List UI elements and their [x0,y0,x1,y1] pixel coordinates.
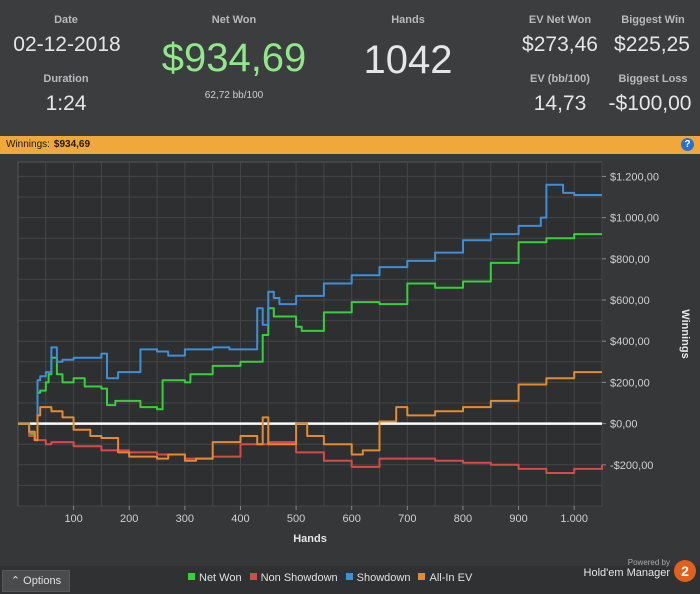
options-label: Options [23,575,62,587]
legend-label: Non Showdown [260,572,338,584]
x-tick-label: 200 [120,513,138,525]
brand-name: Hold'em Manager [583,567,670,579]
duration-value: 1:24 [45,92,87,115]
ev-bb-value: 14,73 [533,92,587,115]
date-value: 02-12-2018 [13,33,121,56]
y-tick-label: $400,00 [610,336,650,348]
x-tick-label: 300 [176,513,194,525]
series-line-showdown [18,183,602,442]
legend-label: Showdown [356,572,411,584]
netwon-value: $934,69 [161,36,307,80]
legend-swatch [345,573,353,580]
legend-item-non-showdown[interactable]: Non Showdown [249,572,338,584]
legend-label: Net Won [199,572,242,584]
y-tick-label: -$200,00 [610,460,653,472]
options-button[interactable]: ⌃ Options [2,570,70,592]
x-tick-label: 400 [231,513,249,525]
legend-swatch [249,573,257,580]
netwon-label: Net Won [211,14,257,26]
legend-label: All-In EV [429,572,473,584]
biggest-win-label: Biggest Win [621,14,685,26]
ev-net-won-value: $273,46 [522,33,598,56]
biggest-win-value: $225,25 [614,33,690,56]
y-tick-label: $200,00 [610,377,650,389]
legend-swatch [418,573,426,580]
x-tick-label: 500 [287,513,305,525]
x-axis-label: Hands [293,533,327,545]
y-tick-label: $0,00 [610,419,638,431]
winnings-chart: 100 200 300 400 500 600 700 800 900 1.000 -$200,00… [17,161,691,545]
chart-legend: Net Won Non Showdown Showdown All-In EV [188,572,480,584]
x-tick-label: 600 [343,513,361,525]
series-line-net-won [18,233,602,442]
ev-net-won-label: EV Net Won [528,14,592,26]
legend-item-net-won[interactable]: Net Won [188,572,242,584]
hands-value: 1042 [363,38,453,82]
x-tick-label: 1.000 [560,513,588,525]
winnings-bar: Winnings: $934,69 ? [0,136,700,154]
x-tick-label: 800 [454,513,472,525]
footer: ⌃ Options Net Won Non Showdown Showdown All… [0,558,700,594]
legend-item-all-in-ev[interactable]: All-In EV [418,572,472,584]
legend-swatch [188,573,195,580]
help-icon[interactable]: ? [681,138,694,151]
bb-per-100-value: 62,72 bb/100 [204,90,264,101]
x-tick-label: 900 [509,513,527,525]
date-label: Date [54,14,78,26]
biggest-loss-label: Biggest Loss [618,73,688,85]
series-line-all-in-ev [18,371,602,462]
y-tick-label: $600,00 [610,295,650,307]
winnings-label: Winnings: [6,139,50,150]
brand: Powered by Hold'em Manager [584,558,670,579]
biggest-loss-value: -$100,00 [608,92,692,115]
powered-by-text: Powered by [627,558,670,567]
stats-panel: Date 02-12-2018 Duration 1:24 Net Won $9… [0,0,700,136]
plot-background [17,161,603,507]
duration-label: Duration [43,73,89,85]
y-tick-label: $1.000,00 [610,213,659,225]
caret-up-icon: ⌃ [10,575,21,587]
legend-item-showdown[interactable]: Showdown [345,572,411,584]
x-tick-label: 100 [64,513,82,525]
ev-bb-label: EV (bb/100) [530,73,590,85]
winnings-value: $934,69 [53,139,91,150]
hands-label: Hands [391,14,425,26]
y-axis-label: Winnings [679,309,691,358]
hm2-logo-icon: 2 [674,560,696,582]
y-tick-label: $1.200,00 [610,171,659,183]
y-tick-label: $800,00 [610,254,650,266]
chart-area: 100 200 300 400 500 600 700 800 900 1.000 -$200,00… [0,154,700,566]
x-tick-label: 700 [398,513,416,525]
